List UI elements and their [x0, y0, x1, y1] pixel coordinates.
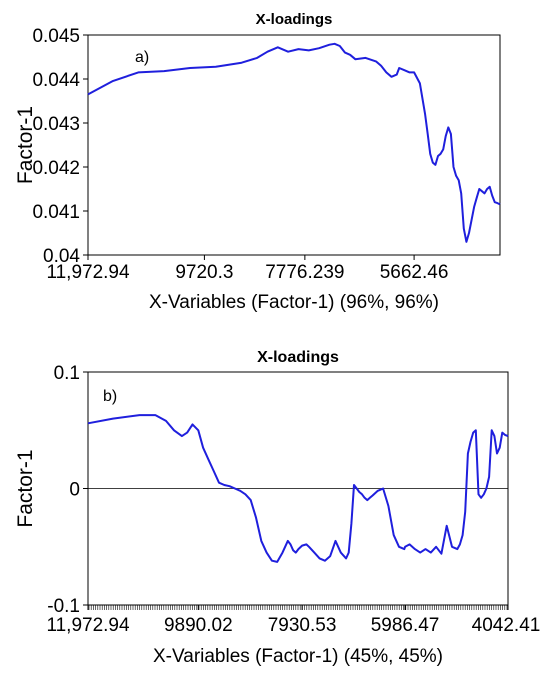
- x-tick-label: 7930.53: [268, 615, 337, 636]
- panel-label: b): [103, 388, 117, 405]
- y-tick-label: 0: [69, 480, 80, 501]
- y-tick-label: 0.044: [32, 70, 80, 91]
- chart-panel-a: X-loadings 0.045 0.044 0.043 0.042 0.041 0.041…: [14, 11, 501, 313]
- x-dense-ticks: [88, 605, 508, 610]
- series-line: [87, 414, 509, 563]
- plot-frame: [87, 34, 501, 256]
- x-tick-label: 5986.47: [371, 615, 440, 636]
- x-tick-label: 11,972.94: [46, 262, 130, 283]
- y-tick-label: 0.042: [32, 158, 80, 179]
- y-axis-label: Factor-1: [14, 106, 37, 184]
- y-tick-label: 0.1: [54, 363, 80, 384]
- y-tick-label: 0.04: [43, 246, 80, 267]
- chart-title: X-loadings: [257, 349, 339, 366]
- x-tick-label: 5662.46: [380, 262, 449, 283]
- chart-panel-b: X-loadings 0.1 0 -0.111,972.94 9890.02 7930.5…: [14, 349, 540, 667]
- x-tick-label: 11,972.94: [46, 615, 130, 636]
- y-axis-label: Factor-1: [14, 449, 37, 527]
- chart-title: X-loadings: [256, 11, 333, 28]
- x-tick-label: 7776.239: [265, 262, 344, 283]
- x-axis-label: X-Variables (Factor-1) (45%, 45%): [153, 646, 443, 667]
- series-line: [87, 42, 501, 243]
- panel-label: a): [135, 49, 149, 66]
- y-tick-label: 0.045: [32, 26, 80, 47]
- y-tick-label: 0.041: [32, 202, 80, 223]
- y-tick-label: -0.1: [47, 596, 80, 617]
- x-tick-label: 9890.02: [164, 615, 233, 636]
- x-tick-label: 9720.3: [175, 262, 233, 283]
- y-tick-label: 0.043: [32, 114, 80, 135]
- x-axis-label: X-Variables (Factor-1) (96%, 96%): [149, 292, 439, 313]
- x-tick-label: 4042.41: [472, 615, 541, 636]
